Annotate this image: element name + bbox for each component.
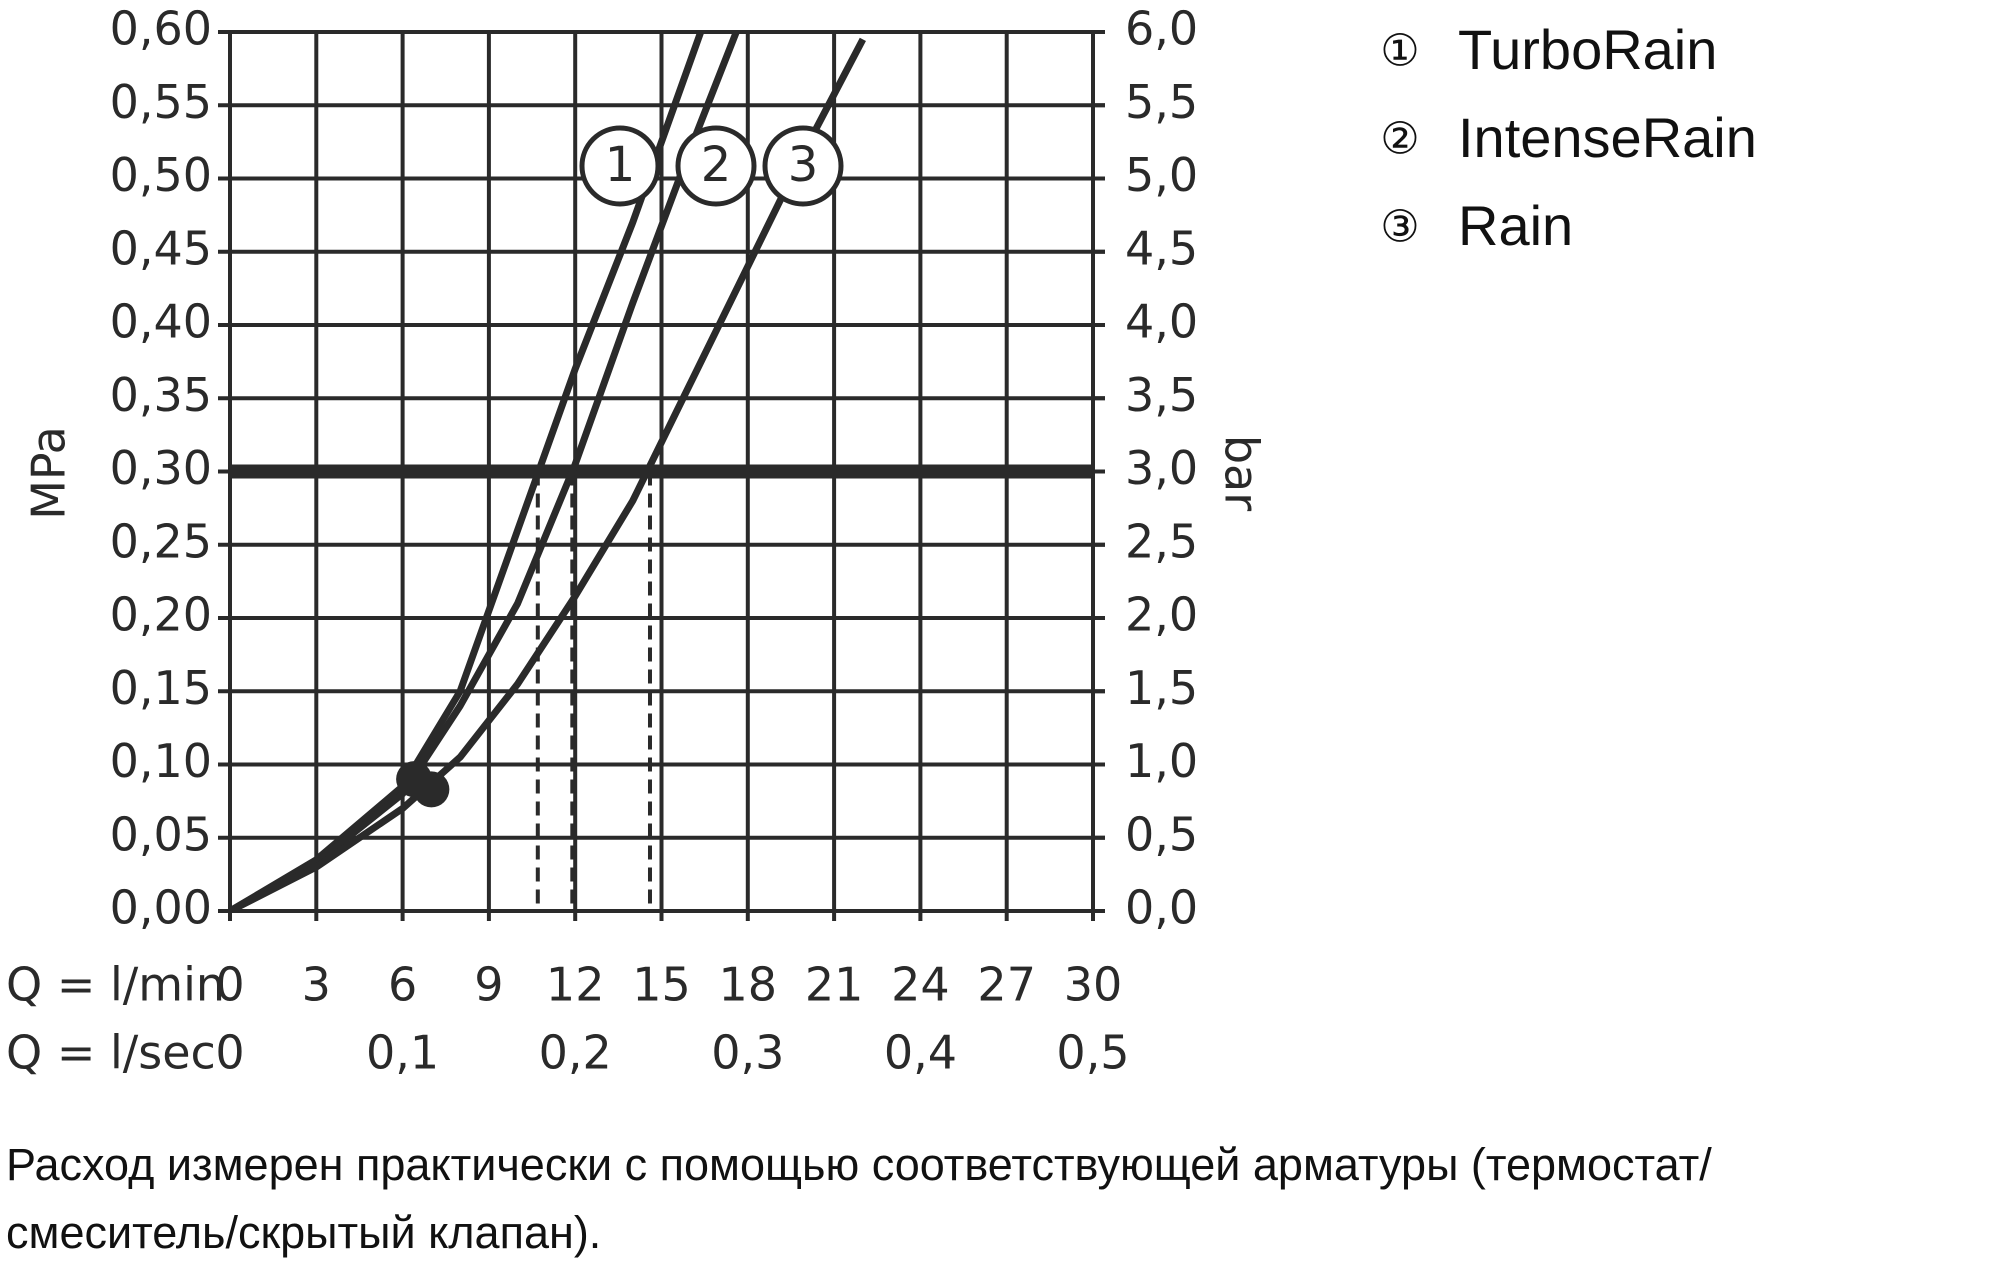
y2-tick-label: 1,5	[1125, 661, 1198, 715]
x-tick-label: 18	[719, 958, 778, 1012]
y2-tick-label: 3,5	[1125, 368, 1198, 422]
legend-symbol: ①	[1380, 27, 1419, 76]
y2-tick-label: 6,0	[1125, 2, 1198, 56]
x2-tick-label: 0	[215, 1026, 244, 1080]
x-axis-label: Q = l/min	[6, 958, 225, 1012]
y-tick-label: 0,00	[110, 881, 212, 935]
y-tick-label: 0,20	[110, 588, 212, 642]
y2-tick-label: 0,5	[1125, 807, 1198, 861]
y2-tick-label: 4,5	[1125, 221, 1198, 275]
series-tag-label: 3	[788, 137, 819, 193]
x-tick-label: 0	[215, 958, 244, 1012]
y2-tick-label: 5,0	[1125, 148, 1198, 202]
series-tag-label: 2	[701, 137, 732, 193]
x2-tick-label: 0,5	[1056, 1026, 1129, 1080]
series-tag	[762, 125, 844, 207]
x-tick-label: 9	[474, 958, 503, 1012]
y2-tick-label: 2,0	[1125, 588, 1198, 642]
y2-tick-label: 3,0	[1125, 441, 1198, 495]
series-tag	[675, 125, 757, 207]
x-tick-label: 30	[1064, 958, 1123, 1012]
y-tick-label: 0,50	[110, 148, 212, 202]
series-tag	[579, 125, 661, 207]
y-tick-label: 0,25	[110, 514, 212, 568]
y-tick-label: 0,30	[110, 441, 212, 495]
y2-tick-label: 5,5	[1125, 75, 1198, 129]
legend-symbol: ②	[1380, 115, 1419, 164]
y-axis-label: MPa	[22, 426, 76, 520]
x-tick-label: 3	[302, 958, 331, 1012]
y-tick-label: 0,55	[110, 75, 212, 129]
x-tick-label: 24	[891, 958, 950, 1012]
x2-tick-label: 0,4	[884, 1026, 957, 1080]
x2-axis-label: Q = l/sec	[6, 1026, 216, 1080]
series-tag-label: 1	[605, 137, 636, 193]
caption: смеситель/скрытый клапан).	[6, 1207, 601, 1258]
y2-tick-label: 1,0	[1125, 734, 1198, 788]
series-line	[230, 32, 741, 911]
y-tick-label: 0,15	[110, 661, 212, 715]
y-tick-label: 0,60	[110, 2, 212, 56]
operating-point	[413, 771, 450, 808]
y-tick-label: 0,45	[110, 221, 212, 275]
y-tick-label: 0,10	[110, 734, 212, 788]
legend-symbol: ③	[1380, 203, 1419, 252]
x2-tick-label: 0,1	[366, 1026, 439, 1080]
x-tick-label: 27	[977, 958, 1036, 1012]
x2-tick-label: 0,3	[711, 1026, 784, 1080]
x-tick-label: 21	[805, 958, 864, 1012]
legend-label: TurboRain	[1458, 18, 1717, 81]
y2-tick-label: 4,0	[1125, 295, 1198, 349]
x2-tick-label: 0,2	[539, 1026, 612, 1080]
y-tick-label: 0,05	[110, 807, 212, 861]
x-tick-label: 6	[388, 958, 417, 1012]
legend-label: Rain	[1458, 194, 1573, 257]
series-line	[230, 37, 866, 911]
y-tick-label: 0,35	[110, 368, 212, 422]
x-tick-label: 15	[632, 958, 691, 1012]
y2-tick-label: 0,0	[1125, 881, 1198, 935]
legend-label: IntenseRain	[1458, 106, 1757, 169]
y2-tick-label: 2,5	[1125, 514, 1198, 568]
x-tick-label: 12	[546, 958, 605, 1012]
caption: Расход измерен практически с помощью соо…	[6, 1139, 1712, 1190]
y2-axis-label: bar	[1215, 435, 1269, 511]
y-tick-label: 0,40	[110, 295, 212, 349]
